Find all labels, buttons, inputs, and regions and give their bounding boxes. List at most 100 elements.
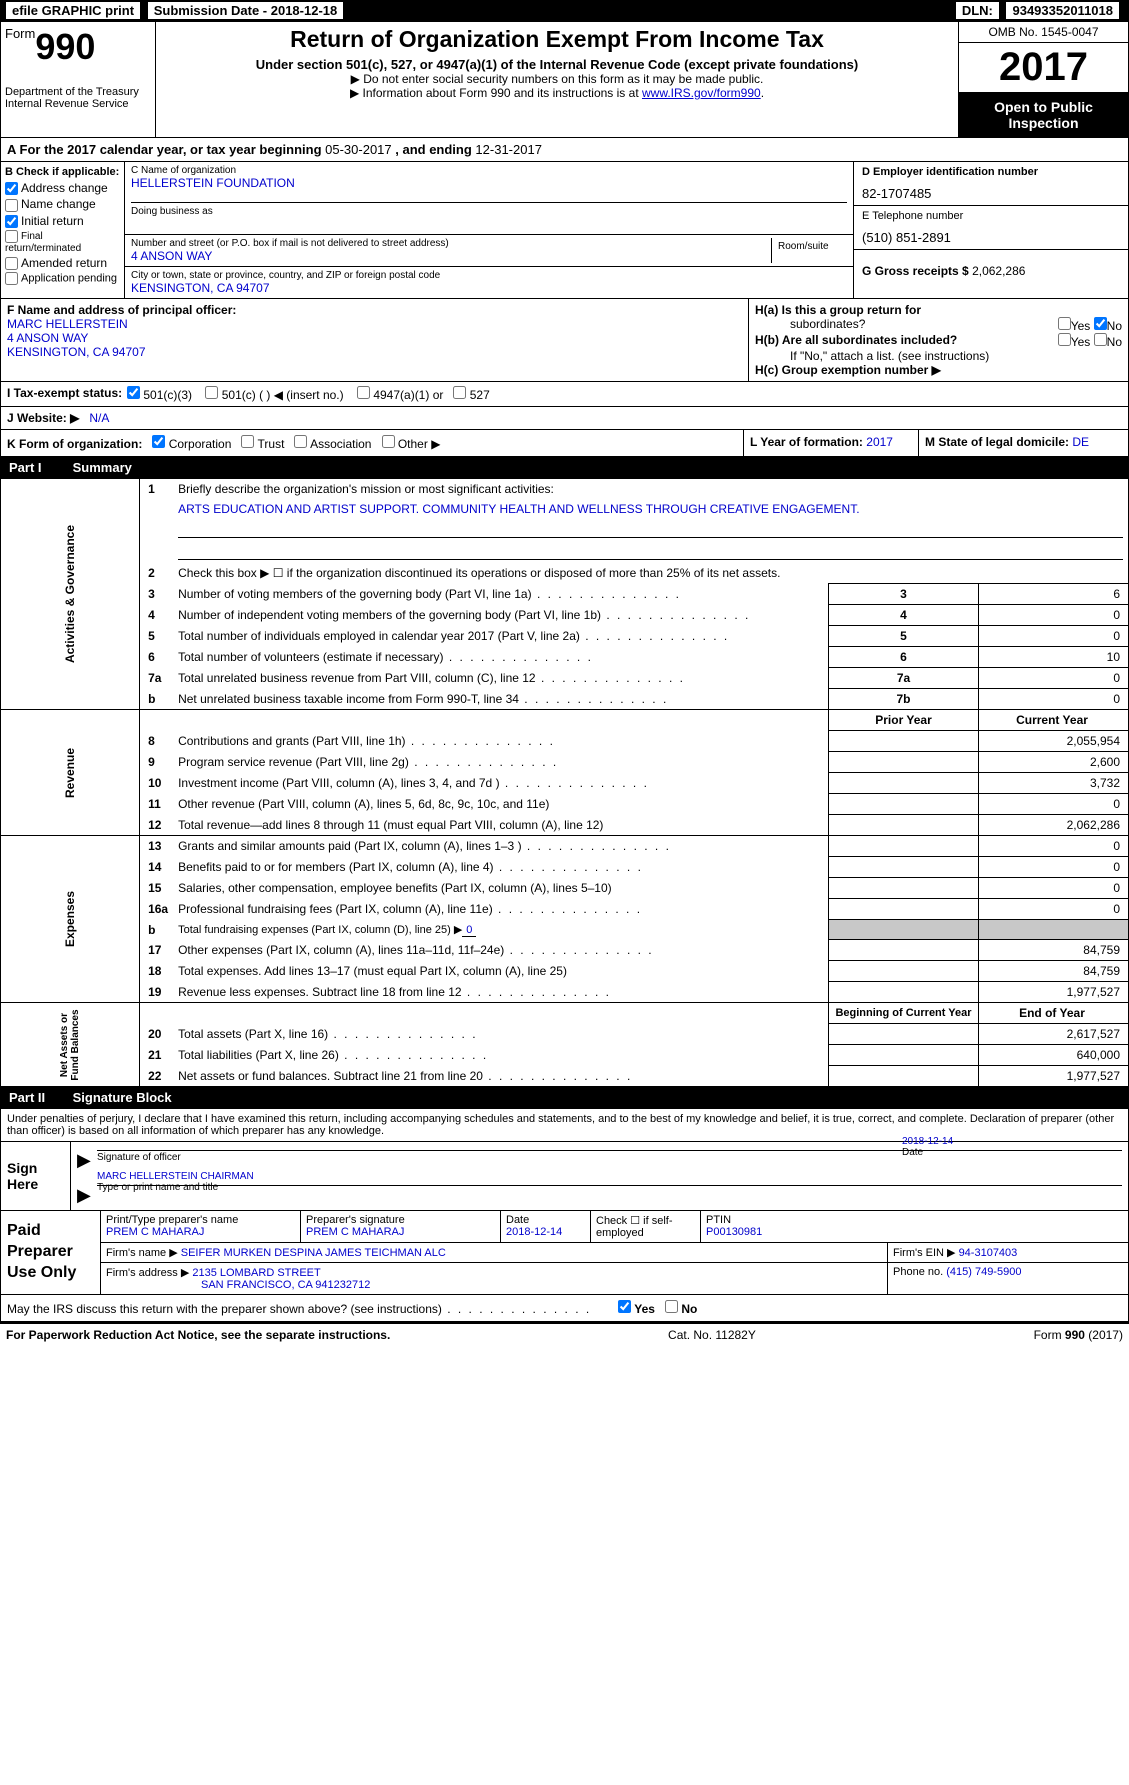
part1-header: Part I Summary bbox=[0, 457, 1129, 479]
chk-pending-box[interactable] bbox=[5, 272, 18, 285]
top-left: efile GRAPHIC print Submission Date - 20… bbox=[6, 3, 347, 18]
city-lab: City or town, state or province, country… bbox=[131, 270, 847, 281]
sign-here-grid: SignHere ▶ Signature of officer 2018-12-… bbox=[1, 1142, 1128, 1210]
public-1: Open to Public bbox=[994, 99, 1093, 115]
chk-name: Name change bbox=[5, 197, 120, 211]
l11-val: 0 bbox=[979, 794, 1129, 815]
i-501c-box[interactable] bbox=[205, 386, 218, 399]
l16b-desc: Total fundraising expenses (Part IX, col… bbox=[173, 920, 828, 940]
l6-num: 6 bbox=[829, 647, 979, 668]
hb-no-box[interactable] bbox=[1094, 333, 1107, 346]
l-lab: L Year of formation: bbox=[750, 435, 863, 449]
ln12: 12 bbox=[140, 815, 174, 836]
i-527-box[interactable] bbox=[453, 386, 466, 399]
l18-val: 84,759 bbox=[979, 961, 1129, 982]
i-lab: I Tax-exempt status: bbox=[7, 386, 122, 400]
arrow-icon: ▶ bbox=[77, 1150, 97, 1171]
i-501c3-box[interactable] bbox=[127, 386, 140, 399]
l13-prior bbox=[829, 836, 979, 857]
m-lab: M State of legal domicile: bbox=[925, 435, 1069, 449]
k-assoc-box[interactable] bbox=[294, 435, 307, 448]
l11-prior bbox=[829, 794, 979, 815]
mission-blank1 bbox=[178, 522, 1123, 538]
l9-prior bbox=[829, 752, 979, 773]
chk-final-box[interactable] bbox=[5, 230, 18, 243]
ln3: 3 bbox=[140, 584, 174, 605]
l12-val: 2,062,286 bbox=[979, 815, 1129, 836]
a-mid: , and ending bbox=[392, 142, 476, 157]
hb-yes-box[interactable] bbox=[1058, 333, 1071, 346]
sig-officer-line: ▶ Signature of officer 2018-12-14Date bbox=[77, 1150, 1122, 1171]
l10-desc: Investment income (Part VIII, column (A)… bbox=[173, 773, 828, 794]
chk-name-box[interactable] bbox=[5, 199, 18, 212]
prep-row-3: Firm's address ▶ 2135 LOMBARD STREETSAN … bbox=[101, 1263, 1128, 1294]
ptin-cell: PTINP00130981 bbox=[701, 1211, 1128, 1242]
firm-addr1-val: 2135 LOMBARD STREET bbox=[192, 1267, 320, 1279]
gross-cell: G Gross receipts $ 2,062,286 bbox=[854, 250, 1128, 282]
chk-amended-box[interactable] bbox=[5, 257, 18, 270]
l15-val: 0 bbox=[979, 878, 1129, 899]
l7b-desc: Net unrelated business taxable income fr… bbox=[173, 689, 828, 710]
chk-initial-box[interactable] bbox=[5, 215, 18, 228]
discuss-yes-box[interactable] bbox=[618, 1300, 631, 1313]
l12-prior bbox=[829, 815, 979, 836]
i-4947-box[interactable] bbox=[357, 386, 370, 399]
chk-pending-label: Application pending bbox=[21, 273, 117, 285]
col-b: B Check if applicable: Address change Na… bbox=[1, 162, 125, 298]
discuss-yes: Yes bbox=[634, 1302, 655, 1316]
a-pre: A For the 2017 calendar year, or tax yea… bbox=[7, 142, 325, 157]
summary-table: Activities & Governance 1 Briefly descri… bbox=[0, 479, 1129, 1087]
l16a-val: 0 bbox=[979, 899, 1129, 920]
discuss-no-box[interactable] bbox=[665, 1300, 678, 1313]
ln16b: b bbox=[140, 920, 174, 940]
year-cell: OMB No. 1545-0047 2017 Open to PublicIns… bbox=[958, 22, 1128, 137]
ln2: 2 bbox=[140, 563, 174, 584]
l16b-val: 0 bbox=[462, 924, 476, 937]
firm-phone-val: (415) 749-5900 bbox=[946, 1266, 1021, 1278]
l1-desc: Briefly describe the organization's miss… bbox=[173, 479, 1128, 499]
hb-note: If "No," attach a list. (see instruction… bbox=[755, 349, 1122, 363]
ln7a: 7a bbox=[140, 668, 174, 689]
ln7b: b bbox=[140, 689, 174, 710]
k-corp-box[interactable] bbox=[152, 435, 165, 448]
l8-val: 2,055,954 bbox=[979, 731, 1129, 752]
end-hdr: End of Year bbox=[979, 1003, 1129, 1024]
arrow-icon-2: ▶ bbox=[77, 1185, 97, 1206]
irs-link[interactable]: www.IRS.gov/form990 bbox=[642, 86, 761, 100]
side-rev-text: Revenue bbox=[63, 703, 77, 841]
ha-yes-box[interactable] bbox=[1058, 317, 1071, 330]
firm-name-lab: Firm's name ▶ bbox=[106, 1247, 178, 1259]
firm-addr-lab: Firm's address ▶ bbox=[106, 1267, 189, 1279]
chk-amended-label: Amended return bbox=[21, 256, 107, 270]
chk-amended: Amended return bbox=[5, 256, 120, 270]
chk-address-box[interactable] bbox=[5, 182, 18, 195]
l10-val: 3,732 bbox=[979, 773, 1129, 794]
name-cell: C Name of organization HELLERSTEIN FOUND… bbox=[125, 162, 853, 235]
k-other-box[interactable] bbox=[382, 435, 395, 448]
ln9: 9 bbox=[140, 752, 174, 773]
firm-ein-val: 94-3107403 bbox=[959, 1247, 1018, 1259]
footer-row: For Paperwork Reduction Act Notice, see … bbox=[0, 1322, 1129, 1346]
b-label: B Check if applicable: bbox=[5, 166, 120, 178]
hb-no: No bbox=[1107, 335, 1122, 349]
ln6: 6 bbox=[140, 647, 174, 668]
dln-label: DLN: bbox=[956, 2, 999, 19]
l22-prior bbox=[829, 1066, 979, 1087]
dept-treasury: Department of the Treasury bbox=[5, 86, 149, 98]
prep-date-val: 2018-12-14 bbox=[506, 1226, 562, 1238]
l5-desc: Total number of individuals employed in … bbox=[173, 626, 828, 647]
l7a-val: 0 bbox=[979, 668, 1129, 689]
l3-val: 6 bbox=[979, 584, 1129, 605]
prior-hdr: Prior Year bbox=[829, 710, 979, 731]
mission-blank2 bbox=[178, 544, 1123, 560]
l4-desc: Number of independent voting members of … bbox=[173, 605, 828, 626]
l6-desc: Total number of volunteers (estimate if … bbox=[173, 647, 828, 668]
ha-row: H(a) Is this a group return for bbox=[755, 303, 1122, 317]
name-lab: C Name of organization bbox=[131, 165, 847, 176]
officer-name: MARC HELLERSTEIN bbox=[7, 317, 128, 331]
l3-desc: Number of voting members of the governin… bbox=[173, 584, 828, 605]
ha-no-box[interactable] bbox=[1094, 317, 1107, 330]
l17-desc: Other expenses (Part IX, column (A), lin… bbox=[173, 940, 828, 961]
phone-val: (510) 851-2891 bbox=[862, 230, 1120, 245]
k-trust-box[interactable] bbox=[241, 435, 254, 448]
